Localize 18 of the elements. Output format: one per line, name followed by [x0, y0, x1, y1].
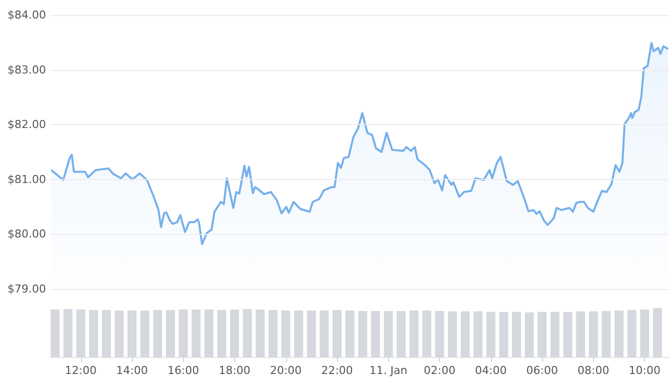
x-tick-label: 14:00: [116, 364, 148, 377]
x-tick-label: 16:00: [167, 364, 200, 377]
x-tick-label: 12:00: [64, 364, 97, 377]
x-tick-label: 11. Jan: [369, 364, 408, 377]
y-tick-label: $81.00: [8, 172, 46, 186]
y-tick-label: $83.00: [8, 63, 46, 76]
x-tick-label: 04:00: [475, 364, 507, 377]
x-tick-label: 06:00: [526, 364, 558, 377]
x-tick-label: 08:00: [578, 364, 610, 377]
x-tick-label: 02:00: [424, 364, 456, 377]
y-tick-label: $79.00: [8, 282, 46, 296]
y-tick-label: $84.00: [8, 8, 46, 22]
y-tick-label: $82.00: [8, 118, 46, 132]
x-tick-label: 22:00: [321, 364, 353, 377]
x-tick-label: 20:00: [270, 364, 302, 377]
x-tick-label: 10:00: [628, 364, 660, 377]
y-tick-label: $80.00: [8, 228, 46, 241]
x-tick-label: 18:00: [218, 364, 250, 377]
